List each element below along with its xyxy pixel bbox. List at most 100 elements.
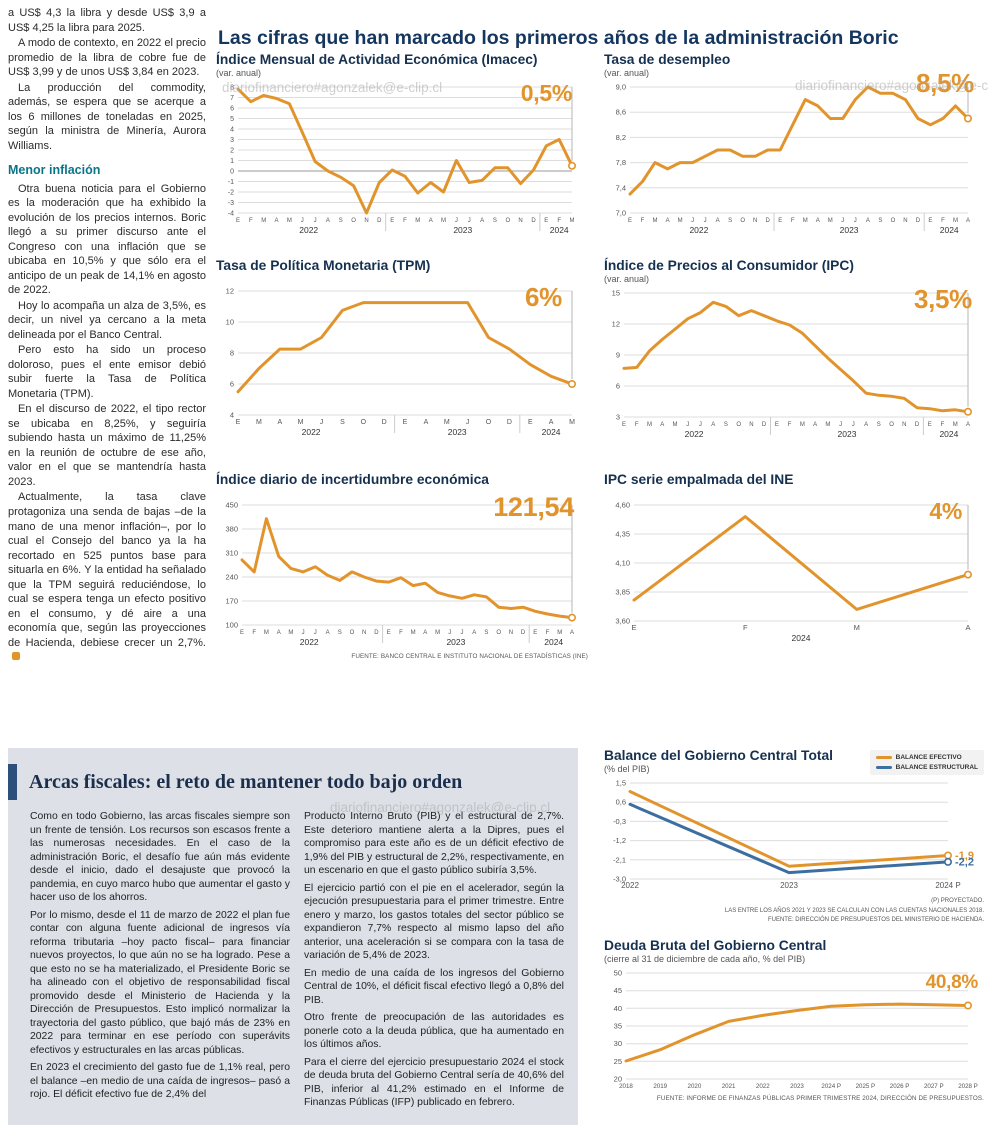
svg-text:J: J (839, 422, 842, 428)
svg-text:S: S (878, 218, 882, 224)
article-paragraph: Hoy lo acompaña un alza de 3,5%, es deci… (8, 299, 206, 341)
svg-text:45: 45 (614, 986, 622, 995)
source-note: FUENTE: INFORME DE FINANZAS PÚBLICAS PRI… (656, 1095, 984, 1102)
svg-text:A: A (716, 218, 720, 224)
svg-text:J: J (699, 422, 702, 428)
svg-text:J: J (852, 422, 855, 428)
svg-text:M: M (828, 218, 833, 224)
svg-text:-2,1: -2,1 (613, 855, 626, 864)
fiscal-section-title: Arcas fiscales: el reto de mantener todo… (29, 770, 463, 793)
svg-text:J: J (302, 630, 305, 636)
svg-text:2024: 2024 (792, 633, 811, 643)
svg-text:M: M (800, 422, 805, 428)
svg-text:M: M (825, 422, 830, 428)
article-paragraph: Pero esto ha sido un proceso doloroso, p… (8, 344, 206, 400)
svg-text:A: A (472, 630, 476, 636)
svg-text:J: J (704, 218, 707, 224)
svg-text:O: O (486, 419, 492, 426)
svg-text:J: J (314, 630, 317, 636)
svg-text:2023: 2023 (838, 429, 857, 439)
svg-text:E: E (928, 422, 932, 428)
svg-text:2023: 2023 (446, 637, 465, 647)
chart-title: Índice de Precios al Consumidor (IPC) (604, 258, 854, 273)
svg-text:2025 P: 2025 P (856, 1083, 876, 1090)
chart-title: Deuda Bruta del Gobierno Central (604, 938, 827, 953)
svg-text:E: E (778, 218, 782, 224)
svg-text:2021: 2021 (722, 1083, 736, 1090)
chart-subtitle: (cierre al 31 de diciembre de cada año, … (604, 954, 806, 964)
svg-text:M: M (444, 419, 450, 426)
svg-text:E: E (236, 419, 241, 426)
svg-text:A: A (326, 218, 330, 224)
svg-text:M: M (287, 218, 292, 224)
svg-text:F: F (546, 630, 550, 636)
fiscal-section: Arcas fiscales: el reto de mantener todo… (8, 748, 578, 1125)
chart-notes: (P) PROYECTADO. LAS ENTRE LOS AÑOS 2021 … (604, 897, 984, 926)
fiscal-column-2: Producto Interno Bruto (PIB) y el estruc… (304, 810, 564, 1114)
svg-text:2023: 2023 (840, 225, 859, 235)
svg-text:0,6: 0,6 (616, 798, 626, 807)
svg-text:O: O (350, 630, 355, 636)
svg-text:A: A (423, 630, 427, 636)
svg-text:A: A (864, 422, 868, 428)
line-plot-desempleo: 9,08,68,27,87,47,0E F M A M J J A S O N D E F M A M J J A S O… (616, 83, 972, 235)
svg-text:F: F (788, 422, 792, 428)
svg-text:E: E (387, 630, 391, 636)
article-paragraph: a US$ 4,3 la libra y desde US$ 3,9 a US$… (8, 7, 206, 34)
svg-text:2022: 2022 (299, 225, 318, 235)
legend-item-efectivo: BALANCE EFECTIVO (875, 754, 978, 761)
chart-value-callout: 40,8% (925, 972, 979, 993)
chart-ipc-empalmada: IPC serie empalmada del INE 4% 4,60 4,35 4… (604, 472, 982, 647)
svg-text:N: N (902, 422, 906, 428)
svg-text:S: S (340, 419, 345, 426)
svg-text:A: A (277, 630, 281, 636)
chart-title: Balance del Gobierno Central Total (604, 748, 833, 763)
chart-desempleo: Tasa de desempleo (var. anual) 8,5% 9,0 8… (604, 52, 982, 239)
svg-text:D: D (374, 630, 379, 636)
svg-text:-0,3: -0,3 (613, 817, 626, 826)
chart-value-callout: 4% (929, 498, 962, 524)
svg-text:-3,0: -3,0 (613, 875, 626, 884)
svg-text:8: 8 (230, 85, 234, 92)
svg-text:30: 30 (614, 1039, 622, 1048)
svg-text:A: A (424, 419, 429, 426)
svg-text:6: 6 (616, 382, 620, 391)
svg-text:7,8: 7,8 (616, 158, 626, 167)
svg-text:8,6: 8,6 (616, 108, 626, 117)
svg-text:N: N (518, 218, 522, 224)
svg-text:-1: -1 (228, 179, 234, 186)
svg-text:M: M (411, 630, 416, 636)
svg-text:2024 P: 2024 P (821, 1083, 841, 1090)
svg-text:0: 0 (230, 169, 234, 176)
svg-text:M: M (854, 623, 860, 632)
svg-text:A: A (274, 218, 278, 224)
svg-text:J: J (448, 630, 451, 636)
svg-text:170: 170 (225, 597, 238, 606)
svg-text:7,4: 7,4 (616, 183, 626, 192)
svg-text:20: 20 (614, 1075, 622, 1084)
svg-text:M: M (569, 419, 575, 426)
svg-text:-3: -3 (228, 200, 234, 207)
svg-text:A: A (549, 419, 554, 426)
svg-text:N: N (364, 218, 368, 224)
svg-text:3,85: 3,85 (615, 588, 630, 597)
svg-text:-4: -4 (228, 211, 234, 218)
chart-subtitle: (var. anual) (216, 68, 262, 78)
svg-text:A: A (966, 422, 970, 428)
svg-text:E: E (528, 419, 533, 426)
fiscal-paragraph: Para el cierre del ejercicio presupuesta… (304, 1056, 564, 1109)
svg-text:M: M (441, 218, 446, 224)
legend-chip-efectivo (875, 756, 892, 759)
article-paragraph: La producción del commodity, además, se … (8, 81, 206, 152)
line-plot-ipc-empalmada: 4,60 4,35 4,10 3,85 3,60E F M A 2024 (615, 501, 972, 643)
chart-ipc: Índice de Precios al Consumidor (IPC) (v… (604, 258, 982, 443)
svg-text:4,10: 4,10 (615, 559, 630, 568)
svg-text:A: A (277, 419, 282, 426)
left-article-column: a US$ 4,3 la libra y desde US$ 3,9 a US$… (8, 6, 206, 666)
svg-text:J: J (466, 419, 470, 426)
svg-text:2019: 2019 (653, 1083, 667, 1090)
svg-text:2022: 2022 (300, 637, 319, 647)
